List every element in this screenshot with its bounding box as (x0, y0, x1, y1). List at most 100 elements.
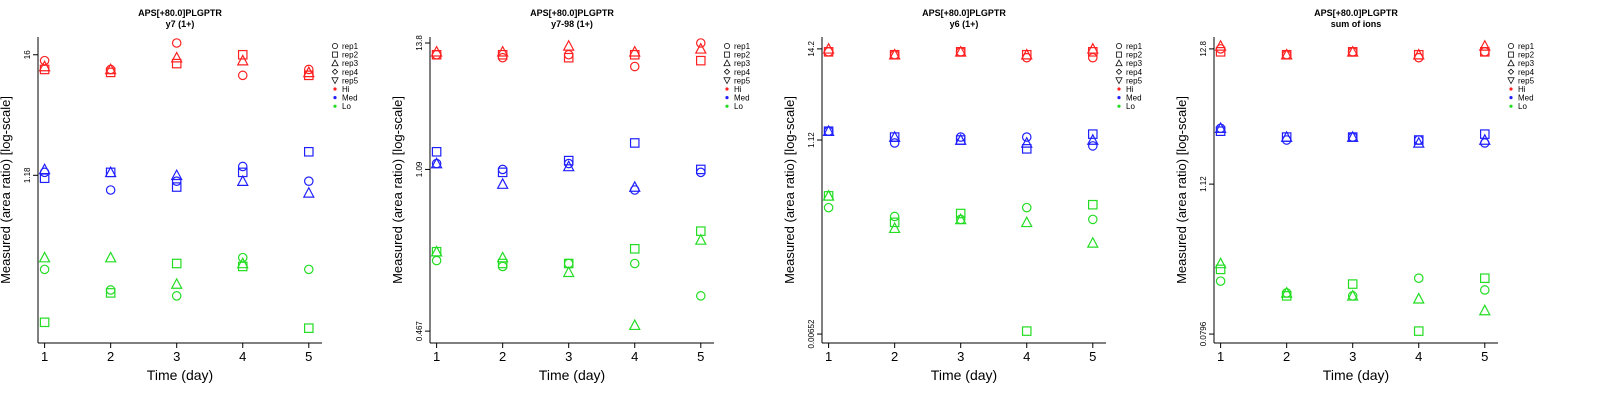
point-med-rep3-day2 (888, 130, 901, 142)
legend-marker-hi (333, 87, 337, 91)
point-lo-rep2-day2 (889, 217, 900, 228)
point-hi-rep3-day1 (1214, 39, 1227, 51)
legend-label-rep1: rep1 (1126, 42, 1143, 51)
y-tick-label: 0.0796 (1199, 321, 1208, 346)
point-med-rep3-day4 (1412, 136, 1425, 148)
point-lo-rep1-day5 (1087, 214, 1098, 225)
point-med-rep3-day4 (236, 174, 249, 186)
point-med-rep3-day1 (1214, 121, 1227, 134)
point-med-rep3-day3 (954, 133, 967, 145)
point-med-rep3-day1 (430, 157, 443, 169)
y-tick-label: 13.8 (415, 35, 424, 51)
point-lo-rep3-day5 (1478, 304, 1491, 316)
x-tick-label: 5 (1089, 349, 1096, 364)
legend-label-rep5: rep5 (734, 76, 751, 85)
chart-title: APS[+80.0]PLGPTR (530, 8, 614, 18)
point-lo-rep3-day2 (496, 251, 509, 263)
legend-marker-lo (725, 104, 729, 108)
point-hi-rep2-day3 (563, 52, 574, 63)
legend-marker-rep2 (332, 51, 338, 58)
legend-marker-rep4 (1115, 68, 1123, 75)
point-med-rep3-day3 (170, 168, 183, 181)
x-tick-label: 1 (41, 349, 48, 364)
point-lo-rep3-day2 (888, 221, 901, 234)
legend-label-rep1: rep1 (1518, 42, 1535, 51)
point-hi-rep1-day4 (237, 70, 248, 81)
point-lo-rep1-day2 (497, 261, 508, 272)
y-axis-label: Measured (area ratio) [log-scale] (782, 96, 797, 284)
point-med-rep2-day4 (629, 138, 640, 148)
point-med-rep2-day5 (695, 164, 706, 175)
point-lo-rep2-day3 (955, 208, 966, 219)
point-med-rep1-day2 (105, 185, 116, 195)
legend-label-lo: Lo (1126, 102, 1135, 111)
point-hi-rep3-day4 (236, 54, 249, 66)
point-lo-rep2-day2 (497, 258, 508, 269)
point-lo-rep2-day5 (1479, 273, 1490, 283)
point-hi-rep3-day3 (1346, 45, 1359, 57)
point-med-rep2-day2 (497, 167, 508, 178)
point-hi-rep3-day3 (170, 51, 183, 63)
point-med-rep2-day4 (1021, 144, 1032, 154)
legend-marker-lo (333, 104, 337, 108)
point-hi-rep1-day5 (303, 64, 314, 75)
x-tick-label: 2 (499, 349, 506, 364)
point-med-rep3-day4 (628, 180, 641, 192)
legend-label-med: Med (1126, 94, 1142, 103)
point-med-rep2-day3 (171, 182, 182, 192)
y-axis-label: Measured (area ratio) [log-scale] (390, 96, 405, 284)
legend-label-rep1: rep1 (342, 42, 359, 51)
legend-marker-rep3 (1115, 59, 1123, 67)
x-tick-label: 5 (697, 349, 704, 364)
point-lo-rep1-day4 (629, 258, 640, 269)
point-hi-rep3-day5 (1478, 39, 1491, 51)
point-hi-rep1-day3 (171, 38, 182, 48)
point-lo-rep2-day4 (1021, 326, 1032, 336)
point-med-rep1-day5 (695, 167, 706, 178)
point-lo-rep2-day3 (171, 258, 182, 269)
y-axis-label: Measured (area ratio) [log-scale] (1174, 96, 1189, 284)
legend-label-rep5: rep5 (1518, 76, 1535, 85)
point-hi-rep3-day4 (1020, 48, 1033, 60)
point-lo-rep1-day3 (171, 291, 182, 301)
point-lo-rep1-day1 (823, 202, 834, 213)
x-tick-label: 1 (1217, 349, 1224, 364)
point-med-rep1-day4 (1021, 132, 1032, 142)
point-lo-rep3-day4 (236, 257, 249, 269)
legend-label-rep3: rep3 (734, 59, 751, 68)
legend-label-rep2: rep2 (342, 51, 359, 60)
legend-marker-rep4 (1507, 68, 1515, 75)
legend-marker-rep5 (331, 77, 339, 85)
point-hi-rep3-day3 (954, 45, 967, 57)
point-lo-rep3-day3 (1346, 289, 1359, 301)
x-axis-label: Time (day) (1323, 367, 1389, 383)
legend-label-rep3: rep3 (342, 59, 359, 68)
chart-subtitle: y7 (1+) (166, 19, 195, 29)
y-tick-label: 1.18 (23, 167, 32, 183)
point-hi-rep3-day2 (496, 45, 509, 57)
legend-marker-rep2 (1116, 51, 1122, 58)
point-med-rep3-day1 (38, 162, 51, 175)
legend-label-rep1: rep1 (734, 42, 751, 51)
legend-label-rep3: rep3 (1126, 59, 1143, 68)
point-lo-rep1-day1 (1215, 276, 1226, 286)
legend-label-rep2: rep2 (734, 51, 751, 60)
point-lo-rep2-day2 (105, 288, 116, 298)
legend-label-rep5: rep5 (1126, 76, 1143, 85)
x-tick-label: 1 (825, 349, 832, 364)
x-tick-label: 4 (239, 349, 246, 364)
legend-marker-rep5 (1115, 77, 1123, 85)
point-lo-rep3-day1 (38, 251, 51, 263)
y-tick-label: 1.12 (1199, 176, 1208, 192)
point-hi-rep2-day5 (695, 55, 706, 66)
chart-subtitle: sum of ions (1331, 19, 1382, 29)
point-lo-rep1-day5 (695, 291, 706, 301)
point-hi-rep3-day5 (302, 65, 315, 78)
point-med-rep1-day2 (497, 164, 508, 175)
x-tick-label: 3 (173, 349, 180, 364)
